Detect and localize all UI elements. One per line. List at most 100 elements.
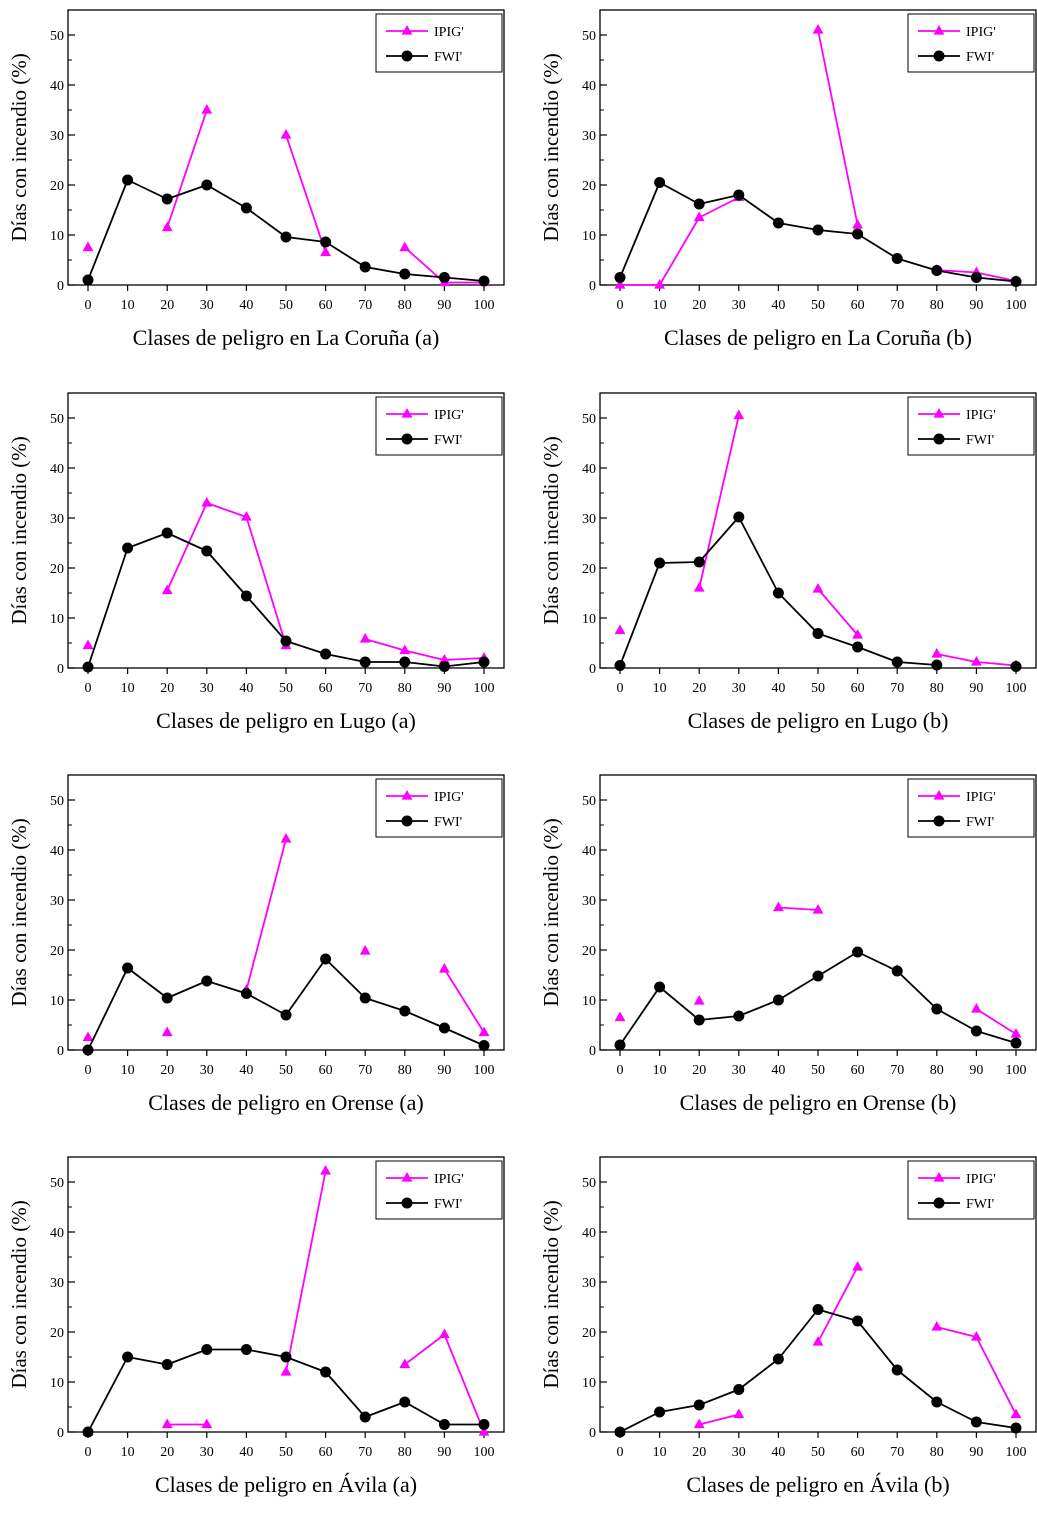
x-tick-label: 60 [319,1445,333,1460]
series-segment [404,649,445,661]
y-tick-label: 20 [582,1326,596,1341]
data-point [654,981,666,993]
series-segment [285,958,327,1016]
series-segment [444,661,485,668]
series-segment [936,653,977,663]
legend-marker [401,1172,413,1182]
series-segment [817,1308,858,1322]
series-segment [817,951,859,977]
x-tick-label: 80 [398,1445,412,1460]
series-segment [206,502,247,518]
legend-label: IPIG' [434,1172,464,1187]
data-point [122,542,134,554]
series-fwi [82,1344,490,1438]
y-tick-label: 10 [582,1376,596,1391]
x-tick-label: 80 [398,681,412,696]
legend: IPIG' FWI' [907,13,1035,73]
series-ipig [614,409,1022,670]
x-tick-label: 100 [1006,1445,1027,1460]
legend-label: FWI' [434,433,462,448]
data-point [82,639,94,650]
series-fwi [614,1304,1022,1438]
y-axis-title: Días con incendio (%) [539,53,563,241]
legend-marker [401,50,413,62]
x-axis-title: Clases de peligro en Orense (a) [148,1090,424,1115]
series-fwi [82,953,490,1056]
series-segment [206,980,247,995]
series-segment [324,958,366,999]
y-tick-label: 10 [582,229,596,244]
line-chart: 0 10 20 30 40 50 0 10 20 30 40 50 60 70 80 90 100 Clases … [539,774,1037,1115]
x-tick-label: 50 [811,298,825,313]
series-segment [976,271,1017,282]
x-tick-label: 80 [930,681,944,696]
data-point [733,189,745,201]
x-tick-label: 70 [358,1063,372,1078]
y-tick-label: 20 [50,562,64,577]
data-point [693,198,705,210]
series-segment [896,970,938,1010]
data-point [971,656,982,666]
series-segment [936,1008,977,1032]
data-point [852,1315,864,1327]
y-tick-label: 20 [50,179,64,194]
data-point [122,1351,134,1363]
x-tick-label: 50 [811,1063,825,1078]
series-segment [245,838,287,991]
data-point [733,511,745,523]
data-point [280,635,292,647]
y-tick-label: 0 [589,1044,596,1059]
data-point [82,661,94,673]
series-segment [444,657,485,661]
y-axis-title: Días con incendio (%) [539,1200,563,1388]
y-tick-label: 50 [582,1176,596,1191]
data-point [693,1418,705,1429]
data-point [320,953,332,965]
data-point [852,629,863,639]
series-segment [778,906,819,911]
legend-marker [933,408,945,418]
y-tick-label: 10 [50,612,64,627]
x-tick-label: 0 [85,298,92,313]
data-point [614,624,626,635]
data-point [161,527,173,539]
x-tick-label: 80 [930,1063,944,1078]
x-tick-label: 10 [653,1063,667,1078]
data-point [241,511,252,521]
x-tick-label: 30 [200,1063,214,1078]
data-point [931,648,943,658]
data-point [614,272,626,283]
series-segment [245,595,287,642]
data-point [891,253,903,264]
x-tick-label: 100 [474,1063,495,1078]
data-point [1010,661,1022,672]
series-segment [777,975,819,1001]
data-point [852,228,864,240]
series-segment [698,516,740,563]
data-point [693,995,705,1005]
series-segment [285,1356,326,1373]
x-tick-label: 0 [617,298,624,313]
y-tick-label: 20 [582,944,596,959]
y-tick-label: 0 [57,662,64,677]
data-point [280,1366,292,1376]
series-segment [443,1334,485,1433]
y-tick-label: 50 [582,29,596,44]
x-tick-label: 30 [732,298,746,313]
legend-marker [933,790,945,800]
x-axis-title: Clases de peligro en Lugo (a) [156,708,416,733]
series-segment [936,1401,977,1423]
series-segment [87,179,129,281]
data-point [1010,276,1022,287]
x-tick-label: 60 [319,681,333,696]
x-axis-title: Clases de peligro en Lugo (b) [688,708,949,733]
y-tick-label: 10 [50,994,64,1009]
series-segment [444,276,485,282]
data-point [970,272,982,283]
y-tick-label: 20 [582,562,596,577]
x-tick-label: 90 [437,1063,451,1078]
series-fwi [614,511,1022,672]
series-segment [896,257,938,272]
series-segment [245,207,287,238]
